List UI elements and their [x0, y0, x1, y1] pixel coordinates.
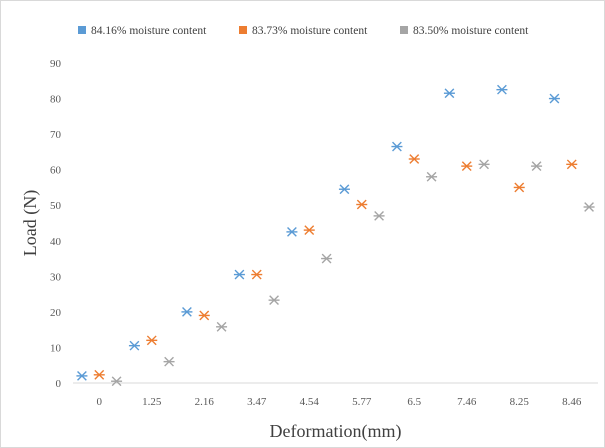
series-3-point-0	[111, 376, 123, 387]
series-2-point-5	[356, 199, 368, 210]
x-axis-title: Deformation(mm)	[270, 421, 402, 442]
series-1-point-1	[128, 340, 140, 351]
series-3-point-7	[478, 159, 490, 170]
series-3-point-3	[268, 295, 280, 306]
y-tick-label-20: 20	[50, 307, 62, 319]
x-tick-label-1: 1.25	[142, 396, 162, 408]
y-tick-label-80: 80	[50, 94, 62, 106]
series-2-point-8	[513, 182, 525, 193]
y-tick-label-10: 10	[50, 342, 62, 354]
series-3-point-8	[531, 161, 543, 172]
series-2-point-9	[566, 159, 578, 170]
series-2-point-4	[303, 225, 315, 236]
series-3-point-5	[373, 210, 385, 221]
series-3-point-9	[583, 202, 595, 212]
x-tick-label-5: 5.77	[352, 396, 372, 408]
legend-label-2: 83.73% moisture content	[252, 25, 368, 37]
series-2-point-6	[408, 154, 420, 164]
legend-swatch-2	[239, 26, 247, 34]
series-1-point-5	[338, 184, 350, 195]
x-axis-ticks: 0 1.25 2.16 3.47 4.54 5.77 6.5 7.46 8.25 8.46	[97, 396, 582, 408]
y-tick-label-60: 60	[50, 165, 62, 177]
series-3	[111, 159, 595, 387]
x-tick-label-0: 0	[97, 396, 103, 408]
x-tick-label-2: 2.16	[195, 396, 215, 408]
series-1-point-2	[181, 306, 193, 317]
x-tick-label-3: 3.47	[247, 396, 267, 408]
series-3-point-1	[163, 356, 175, 367]
series-3-point-2	[216, 321, 228, 332]
series-1-point-6	[391, 141, 403, 152]
series-3-point-6	[426, 171, 438, 182]
y-axis-title: Load (N)	[20, 190, 41, 256]
series-2-point-1	[146, 335, 158, 346]
x-tick-label-4: 4.54	[300, 396, 320, 408]
series-1-point-9	[548, 93, 560, 104]
y-tick-label-0: 0	[56, 378, 62, 390]
y-tick-label-90: 90	[50, 58, 62, 70]
series-2-point-2	[198, 310, 210, 321]
series-2	[93, 154, 578, 380]
series-1	[76, 84, 560, 381]
x-tick-label-8: 8.25	[510, 396, 530, 408]
series-1-point-0	[76, 370, 88, 381]
data-points	[76, 84, 595, 387]
series-1-point-3	[233, 269, 245, 280]
legend-label-1: 84.16% moisture content	[91, 25, 207, 37]
series-1-point-4	[286, 226, 298, 237]
series-2-point-7	[461, 161, 473, 172]
legend: 84.16% moisture content 83.73% moisture c…	[78, 25, 529, 37]
y-tick-label-50: 50	[50, 200, 62, 212]
series-3-point-4	[321, 253, 333, 264]
series-2-point-3	[251, 269, 263, 280]
y-tick-label-30: 30	[50, 271, 62, 283]
x-tick-label-9: 8.46	[562, 396, 582, 408]
legend-swatch-3	[400, 26, 408, 34]
legend-swatch-1	[78, 26, 86, 34]
y-axis-ticks: 0 10 20 30 40 50 60 70 80 90	[50, 58, 62, 390]
series-2-point-0	[93, 369, 105, 380]
series-1-point-8	[496, 84, 508, 95]
x-tick-label-6: 6.5	[407, 396, 421, 408]
y-tick-label-40: 40	[50, 236, 62, 248]
legend-label-3: 83.50% moisture content	[413, 25, 529, 37]
series-1-point-7	[443, 88, 455, 99]
x-tick-label-7: 7.46	[457, 396, 477, 408]
y-tick-label-70: 70	[50, 129, 62, 141]
